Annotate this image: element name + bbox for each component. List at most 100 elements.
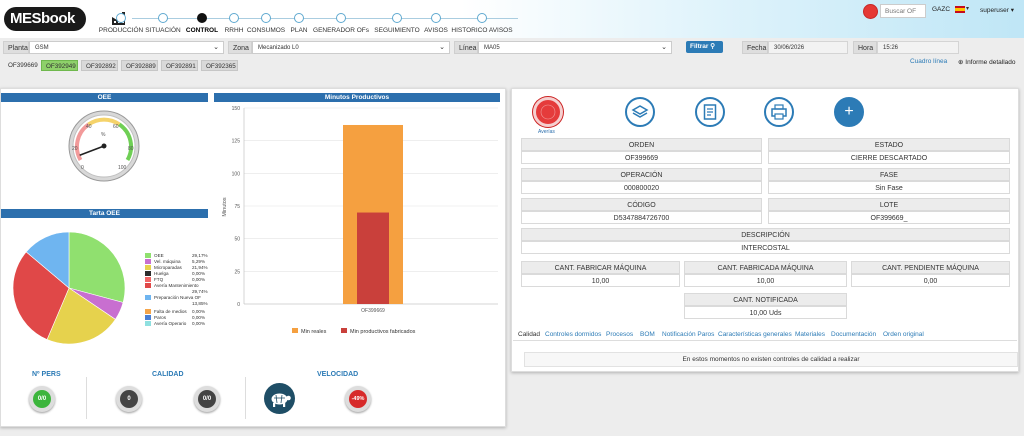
filtrar-label: Filtrar <box>690 43 709 50</box>
descripcion-value: INTERCOSTAL <box>521 241 1010 254</box>
y-tick-label: 75 <box>234 204 240 210</box>
legend-item-3: Huelga <box>145 271 169 277</box>
nav-dot-9[interactable] <box>477 13 487 23</box>
cant-fabricada-label: CANT. FABRICADA MÁQUINA <box>684 261 847 274</box>
legend-swatch-reales <box>292 328 298 333</box>
nav-item-7[interactable]: SEGUIMIENTO <box>374 27 420 34</box>
linea-select[interactable]: MA05 ⌄ <box>478 41 672 54</box>
chevron-down-icon: ⌄ <box>439 44 445 51</box>
detail-tab-8[interactable]: Orden original <box>883 331 924 338</box>
orden-value: OF399669 <box>521 151 762 164</box>
detail-tab-7[interactable]: Documentación <box>831 331 877 338</box>
detail-tab-6[interactable]: Materiales <box>795 331 825 338</box>
legend-label: Avería Mantenimiento <box>154 283 199 288</box>
pie-slice-5 <box>12 251 70 340</box>
nav-item-1[interactable]: SITUACIÓN <box>145 27 181 34</box>
legend-swatch <box>145 271 151 277</box>
nav-item-2[interactable]: CONTROL <box>185 27 219 34</box>
calidad-value-a: 0 <box>120 390 138 408</box>
fecha-field[interactable]: 30/06/2026 <box>768 41 848 54</box>
planta-label: Planta <box>3 41 29 54</box>
gauge-tick-40: 40 <box>86 124 92 130</box>
gauge-tick-60: 60 <box>113 124 119 130</box>
checklist-button[interactable] <box>695 97 725 127</box>
spain-flag-icon[interactable] <box>955 6 965 13</box>
nav-dot-7[interactable] <box>392 13 402 23</box>
cuadro-linea-link[interactable]: Cuadro línea <box>910 58 948 65</box>
tarta-oee-header: Tarta OEE <box>1 209 208 218</box>
pie-slice-0 <box>68 231 126 303</box>
legend-item-0: OEE <box>145 253 164 259</box>
detail-tab-2[interactable]: Procesos <box>606 331 634 338</box>
nav-dot-2[interactable] <box>197 13 207 23</box>
nav-item-4[interactable]: CONSUMOS <box>246 27 286 34</box>
nav-dot-1[interactable] <box>158 13 168 23</box>
legend-swatch-fabricados <box>341 328 347 333</box>
user-menu[interactable]: superuser ▾ <box>980 7 1014 14</box>
nav-item-9[interactable]: HISTORICO AVISOS <box>451 27 513 34</box>
nav-dot-3[interactable] <box>229 13 239 23</box>
planta-select[interactable]: GSM ⌄ <box>29 41 224 54</box>
nav-item-5[interactable]: PLAN <box>290 27 308 34</box>
search-of-input[interactable]: Buscar OF <box>880 4 926 18</box>
legend-value: 0,00% <box>192 271 206 276</box>
legend-label-fabricados: Min productivos fabricados <box>350 329 416 335</box>
y-tick-label: 125 <box>232 139 241 145</box>
tarta-oee-pie <box>12 231 126 345</box>
gauge-tick-80: 80 <box>128 146 134 152</box>
pie-slice-6 <box>25 231 70 289</box>
notification-flag-icon[interactable] <box>863 4 878 19</box>
nav-dot-6[interactable] <box>336 13 346 23</box>
of-tab-5[interactable]: OF392365 <box>201 60 238 71</box>
lote-value: OF399669_ <box>768 211 1010 224</box>
nav-dot-0[interactable] <box>116 13 126 23</box>
documents-button[interactable] <box>625 97 655 127</box>
of-tab-4[interactable]: OF392891 <box>161 60 198 71</box>
legend-label: Preparación Nueva OF <box>154 295 201 300</box>
nav-item-6[interactable]: GENERADOR OFs <box>313 27 369 34</box>
npers-indicator: 0/0 <box>29 386 55 412</box>
detail-tab-5[interactable]: Características generales <box>718 331 792 338</box>
of-tab-0[interactable]: OF399669 <box>8 62 38 69</box>
legend-label: FTQ <box>154 277 164 282</box>
nav-dot-5[interactable] <box>294 13 304 23</box>
printer-icon <box>771 104 787 120</box>
informe-detallado-link[interactable]: ⊕ Informe detallado <box>958 58 1016 66</box>
detail-tab-0[interactable]: Calidad <box>518 331 541 338</box>
calidad-value-b: 0/0 <box>198 390 216 408</box>
of-tab-1[interactable]: OF392949 <box>41 60 78 71</box>
print-button[interactable] <box>764 97 794 127</box>
detail-tab-3[interactable]: BOM <box>640 331 655 338</box>
nav-item-3[interactable]: RRHH <box>224 27 244 34</box>
of-tab-3[interactable]: OF392889 <box>121 60 158 71</box>
legend-swatch <box>145 321 151 327</box>
filtrar-button[interactable]: Filtrar ⚲ <box>686 41 723 53</box>
operacion-label: OPERACIÓN <box>521 168 762 181</box>
detail-tab-4[interactable]: Notificación Paros <box>662 331 715 338</box>
averias-button[interactable] <box>533 97 563 127</box>
nav-item-8[interactable]: AVISOS <box>424 27 448 34</box>
planta-value: GSM <box>35 45 49 51</box>
hora-field[interactable]: 15:26 <box>877 41 959 54</box>
legend-value: 0,00% <box>192 309 206 314</box>
velocidad-value: -49% <box>349 390 367 408</box>
bar-min-fabricados <box>357 212 389 304</box>
informe-label: Informe detallado <box>965 59 1016 66</box>
gauge-tick-0: 0 <box>81 165 84 171</box>
zona-select[interactable]: Mecanizado L0 ⌄ <box>252 41 450 54</box>
legend-swatch <box>145 277 151 283</box>
nav-dot-8[interactable] <box>431 13 441 23</box>
add-button[interactable]: + <box>834 97 864 127</box>
legend-item-6: Preparación Nueva OF <box>145 295 201 301</box>
chevron-down-icon[interactable]: ▾ <box>966 6 970 12</box>
detail-tab-1[interactable]: Controles dormidos <box>545 331 602 338</box>
nav-item-0[interactable]: PRODUCCIÓN <box>98 27 144 34</box>
mesbook-logo[interactable]: MESbook <box>4 7 86 31</box>
legend-item-8: Paros <box>145 315 166 321</box>
legend-value: 0,00% <box>192 315 206 320</box>
legend-value: 13,85% <box>192 301 208 306</box>
nav-dot-4[interactable] <box>261 13 271 23</box>
fase-value: Sin Fase <box>768 181 1010 194</box>
of-tab-2[interactable]: OF392892 <box>81 60 118 71</box>
calidad-indicator-b: 0/0 <box>194 386 220 412</box>
